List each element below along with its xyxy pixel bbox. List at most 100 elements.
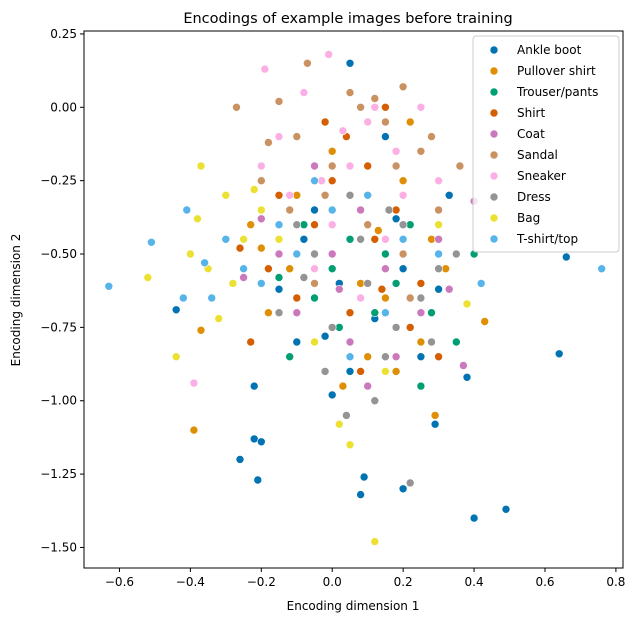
scatter-point [370, 235, 380, 244]
scatter-point [345, 308, 355, 318]
scatter-point [356, 293, 365, 303]
scatter-point [274, 235, 284, 244]
legend-label: Shirt [517, 106, 545, 120]
scatter-point [416, 279, 426, 288]
scatter-point [501, 504, 511, 514]
scatter-point [310, 337, 319, 347]
scatter-point [363, 161, 373, 171]
scatter-point [391, 161, 401, 171]
x-tick-label: 0.4 [465, 575, 484, 589]
scatter-point [434, 284, 443, 294]
scatter-point [285, 264, 295, 274]
scatter-point [292, 220, 302, 229]
scatter-point [370, 103, 380, 112]
scatter-point [334, 419, 344, 429]
x-axis-ticks: −0.6 −0.4 −0.2 0.0 0.2 0.4 0.6 0.8 [105, 568, 625, 589]
scatter-point [256, 279, 266, 288]
legend-marker [489, 192, 499, 202]
scatter-point [221, 191, 231, 200]
scatter-point [186, 249, 195, 259]
scatter-point [274, 97, 284, 106]
x-tick-label: −0.6 [105, 575, 134, 589]
scatter-point [235, 455, 245, 464]
scatter-point [434, 249, 443, 259]
scatter-point [356, 235, 365, 244]
scatter-point [373, 226, 383, 235]
scatter-point [405, 478, 415, 488]
scatter-point [434, 176, 443, 185]
x-tick-label: −0.2 [247, 575, 276, 589]
scatter-point [285, 205, 295, 215]
scatter-point [455, 161, 465, 171]
scatter-point [256, 437, 266, 447]
y-tick-label: −0.50 [40, 247, 77, 261]
scatter-point [249, 434, 259, 444]
scatter-point [196, 325, 206, 335]
scatter-point [459, 361, 468, 370]
scatter-point [416, 147, 426, 156]
scatter-point [285, 191, 295, 200]
scatter-point [363, 352, 373, 362]
scatter-point [334, 284, 344, 294]
scatter-point [363, 279, 373, 288]
scatter-point [434, 205, 443, 215]
scatter-point [299, 273, 309, 282]
scatter-point [324, 50, 334, 59]
plot-frame [83, 30, 624, 569]
scatter-point [193, 214, 202, 224]
x-tick-label: −0.4 [176, 575, 205, 589]
scatter-point [327, 264, 337, 274]
scatter-point [398, 484, 408, 494]
scatter-point [405, 117, 415, 127]
scatter-point [310, 205, 319, 215]
scatter-point [327, 205, 337, 215]
legend-marker [489, 234, 499, 244]
scatter-point [405, 293, 415, 303]
legend-label: Pullover shirt [517, 64, 596, 78]
scatter-point [398, 235, 408, 244]
scatter-point [239, 273, 248, 282]
scatter-point [391, 323, 401, 332]
scatter-point [189, 378, 199, 388]
legend-marker [489, 87, 499, 97]
scatter-point [320, 367, 330, 376]
legend-marker [489, 129, 499, 139]
scatter-point [381, 235, 390, 244]
y-axis-label: Encoding dimension 2 [9, 234, 23, 367]
scatter-point [381, 117, 390, 127]
scatter-point [292, 308, 302, 318]
scatter-point [310, 161, 319, 171]
scatter-point [381, 103, 390, 112]
scatter-point [398, 249, 408, 259]
scatter-point [189, 425, 199, 435]
legend-marker [489, 213, 499, 223]
scatter-point [434, 220, 443, 229]
scatter-point [427, 337, 436, 347]
scatter-point [345, 58, 355, 68]
scatter-point [292, 249, 302, 259]
legend-marker [489, 171, 499, 181]
scatter-point [469, 513, 479, 523]
scatter-point [320, 331, 330, 341]
scatter-point [292, 132, 302, 141]
scatter-point [228, 279, 238, 288]
scatter-point [391, 147, 401, 156]
scatter-point [434, 352, 443, 362]
scatter-point [381, 293, 390, 303]
scatter-point [249, 185, 259, 194]
scatter-point [391, 279, 401, 288]
scatter-point [327, 390, 337, 400]
scatter-point [179, 293, 188, 303]
scatter-point [253, 475, 263, 485]
scatter-point [264, 308, 273, 318]
scatter-point [256, 161, 266, 171]
scatter-point [391, 205, 401, 215]
scatter-point [345, 88, 355, 97]
scatter-point [398, 176, 408, 185]
scatter-point [377, 284, 387, 294]
scatter-point [147, 238, 156, 247]
scatter-point [416, 308, 426, 318]
legend-marker [489, 45, 499, 55]
